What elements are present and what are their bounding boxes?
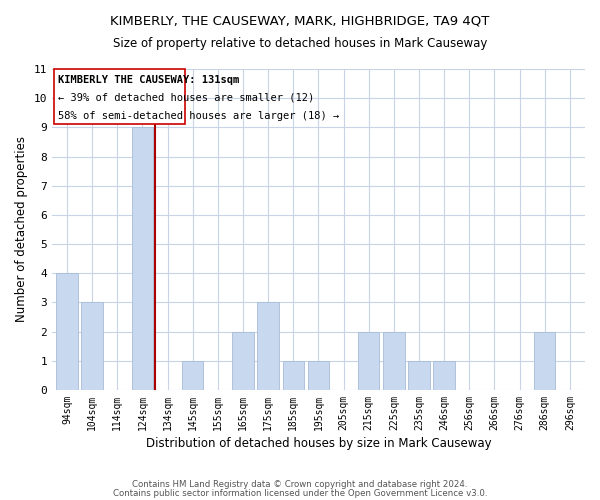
Text: Contains HM Land Registry data © Crown copyright and database right 2024.: Contains HM Land Registry data © Crown c… bbox=[132, 480, 468, 489]
Bar bbox=[232, 332, 254, 390]
Text: Size of property relative to detached houses in Mark Causeway: Size of property relative to detached ho… bbox=[113, 38, 487, 51]
FancyBboxPatch shape bbox=[55, 69, 185, 124]
Text: KIMBERLY, THE CAUSEWAY, MARK, HIGHBRIDGE, TA9 4QT: KIMBERLY, THE CAUSEWAY, MARK, HIGHBRIDGE… bbox=[110, 15, 490, 28]
Text: 58% of semi-detached houses are larger (18) →: 58% of semi-detached houses are larger (… bbox=[58, 112, 340, 122]
Text: KIMBERLY THE CAUSEWAY: 131sqm: KIMBERLY THE CAUSEWAY: 131sqm bbox=[58, 75, 239, 85]
Bar bbox=[358, 332, 379, 390]
Bar bbox=[132, 128, 153, 390]
Y-axis label: Number of detached properties: Number of detached properties bbox=[15, 136, 28, 322]
Bar bbox=[534, 332, 556, 390]
Bar bbox=[257, 302, 279, 390]
Bar bbox=[82, 302, 103, 390]
Bar bbox=[383, 332, 404, 390]
Bar bbox=[283, 361, 304, 390]
Bar bbox=[433, 361, 455, 390]
Text: Contains public sector information licensed under the Open Government Licence v3: Contains public sector information licen… bbox=[113, 488, 487, 498]
Text: ← 39% of detached houses are smaller (12): ← 39% of detached houses are smaller (12… bbox=[58, 92, 314, 102]
Bar bbox=[308, 361, 329, 390]
Bar bbox=[56, 273, 77, 390]
Bar bbox=[409, 361, 430, 390]
X-axis label: Distribution of detached houses by size in Mark Causeway: Distribution of detached houses by size … bbox=[146, 437, 491, 450]
Bar bbox=[182, 361, 203, 390]
